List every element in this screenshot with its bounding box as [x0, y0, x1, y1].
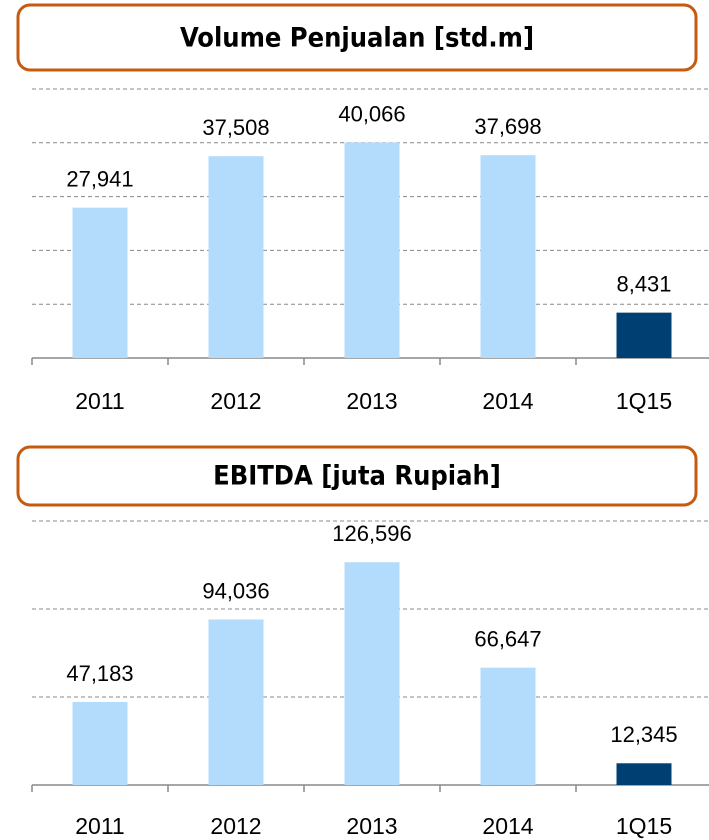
title-box — [16, 445, 698, 507]
x-tick-label: 2014 — [482, 388, 533, 414]
bar — [208, 156, 264, 358]
chart-title: EBITDA [juta Rupiah] — [213, 461, 501, 492]
data-label: 27,941 — [66, 166, 133, 191]
bar — [344, 562, 400, 785]
bar — [480, 155, 536, 358]
x-tick-label: 1Q15 — [616, 388, 672, 414]
x-tick-label: 2013 — [346, 813, 397, 839]
bar — [480, 667, 536, 785]
title-box — [16, 3, 698, 72]
data-label: 66,647 — [474, 627, 541, 652]
data-label: 37,698 — [474, 114, 541, 139]
bar — [616, 312, 672, 358]
bar — [72, 207, 128, 358]
bar — [208, 619, 264, 785]
x-tick-label: 2013 — [346, 388, 397, 414]
bar — [72, 701, 128, 785]
bar — [344, 142, 400, 358]
data-label: 94,036 — [202, 578, 269, 603]
data-label: 126,596 — [332, 521, 412, 546]
chart-title: Volume Penjualan [std.m] — [180, 23, 534, 54]
x-tick-label: 2014 — [482, 813, 533, 839]
bar — [616, 763, 672, 785]
x-tick-label: 2011 — [75, 813, 124, 839]
data-label: 40,066 — [338, 101, 405, 126]
data-label: 47,183 — [66, 661, 133, 686]
x-tick-label: 2012 — [210, 813, 261, 839]
data-label: 37,508 — [202, 115, 269, 140]
x-tick-label: 2012 — [210, 388, 261, 414]
x-tick-label: 1Q15 — [616, 813, 672, 839]
data-label: 12,345 — [610, 722, 677, 747]
x-tick-label: 2011 — [75, 388, 124, 414]
data-label: 8,431 — [616, 271, 671, 296]
